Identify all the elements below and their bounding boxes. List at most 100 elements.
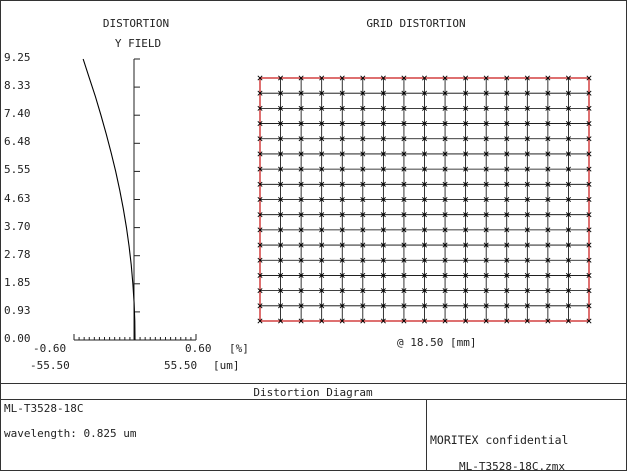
grid-intersection-marker bbox=[278, 303, 284, 309]
grid-intersection-marker bbox=[483, 75, 489, 81]
grid-intersection-marker bbox=[380, 166, 386, 172]
y-axis-ticks bbox=[134, 58, 140, 341]
grid-intersection-marker bbox=[504, 257, 510, 263]
grid-intersection-marker bbox=[545, 121, 551, 127]
y-tick-label: 4.63 bbox=[4, 191, 31, 205]
grid-intersection-marker bbox=[524, 90, 530, 96]
grid-intersection-marker bbox=[278, 318, 284, 324]
grid-intersection-marker bbox=[504, 227, 510, 233]
grid-intersection-marker bbox=[545, 105, 551, 111]
grid-intersection-marker bbox=[421, 257, 428, 263]
grid-intersection-marker bbox=[586, 227, 592, 233]
grid-intersection-marker bbox=[504, 288, 510, 294]
grid-intersection-marker bbox=[442, 212, 448, 218]
grid-intersection-marker bbox=[339, 242, 345, 248]
distortion-curve bbox=[82, 58, 136, 341]
grid-intersection-marker bbox=[545, 318, 551, 324]
grid-intersection-marker bbox=[278, 227, 284, 233]
grid-intersection-marker bbox=[565, 257, 571, 263]
lens-name: ML-T3528-18C bbox=[4, 402, 84, 415]
grid-intersection-marker bbox=[319, 136, 325, 142]
grid-intersection-marker bbox=[483, 136, 489, 142]
grid-intersection-marker bbox=[524, 272, 530, 278]
grid-intersection-marker bbox=[545, 196, 551, 203]
y-tick-label: 0.00 bbox=[4, 332, 31, 345]
grid-intersection-marker bbox=[257, 272, 263, 278]
grid-intersection-marker bbox=[524, 136, 530, 142]
grid-intersection-marker bbox=[565, 121, 571, 127]
grid-intersection-marker bbox=[360, 105, 366, 111]
grid-intersection-marker bbox=[401, 136, 407, 142]
grid-intersection-marker bbox=[319, 166, 325, 172]
grid-intersection-marker bbox=[463, 227, 469, 233]
grid-intersection-marker bbox=[463, 272, 469, 278]
grid-intersection-marker bbox=[257, 166, 263, 172]
grid-intersection-marker bbox=[586, 242, 592, 248]
grid-intersection-marker bbox=[298, 212, 304, 218]
grid-intersection-marker bbox=[401, 272, 407, 278]
grid-intersection-marker bbox=[504, 303, 510, 309]
grid-intersection-marker bbox=[545, 257, 551, 263]
y-tick-label: 1.85 bbox=[4, 275, 31, 289]
grid-intersection-marker bbox=[257, 318, 263, 324]
grid-intersection-marker bbox=[319, 121, 325, 127]
grid-intersection-marker bbox=[565, 212, 571, 218]
grid-intersection-marker bbox=[504, 212, 510, 218]
grid-intersection-marker bbox=[298, 166, 304, 172]
grid-intersection-marker bbox=[257, 121, 263, 127]
grid-intersection-marker bbox=[586, 288, 592, 294]
grid-intersection-marker bbox=[524, 181, 530, 187]
grid-intersection-marker bbox=[380, 75, 386, 81]
grid-intersection-marker bbox=[524, 75, 530, 81]
grid-intersection-marker bbox=[483, 105, 489, 111]
grid-intersection-marker bbox=[339, 105, 345, 111]
grid-intersection-marker bbox=[442, 105, 448, 111]
grid-intersection-marker bbox=[463, 151, 469, 157]
grid-intersection-marker bbox=[524, 196, 530, 203]
grid-intersection-marker bbox=[483, 227, 489, 233]
grid-intersection-marker bbox=[463, 105, 469, 111]
grid-intersection-marker bbox=[565, 227, 571, 233]
grid-intersection-marker bbox=[257, 105, 263, 111]
grid-intersection-marker bbox=[380, 288, 386, 294]
grid-intersection-marker bbox=[401, 242, 407, 248]
grid-intersection-marker bbox=[319, 227, 325, 233]
grid-intersection-marker bbox=[421, 136, 428, 142]
grid-intersection-marker bbox=[298, 227, 304, 233]
grid-intersection-marker bbox=[504, 318, 510, 324]
grid-intersection-marker bbox=[298, 272, 304, 278]
grid-intersection-marker bbox=[545, 151, 551, 157]
grid-intersection-marker bbox=[339, 257, 345, 263]
y-tick-label: 0.93 bbox=[4, 303, 31, 317]
grid-intersection-marker bbox=[504, 166, 510, 172]
grid-distortion-title: GRID DISTORTION bbox=[366, 17, 466, 30]
grid-intersection-marker bbox=[380, 212, 386, 218]
grid-intersection-marker bbox=[586, 151, 592, 157]
grid-intersection-marker bbox=[565, 196, 571, 203]
grid-intersection-marker bbox=[421, 303, 428, 309]
x-tick-min-percent: -0.60 bbox=[33, 342, 67, 355]
grid-intersection-marker bbox=[298, 121, 304, 127]
grid-intersection-marker bbox=[278, 75, 284, 81]
grid-field-label: @ 18.50 [mm] bbox=[397, 336, 477, 349]
grid-intersection-marker bbox=[257, 303, 263, 309]
grid-intersection-marker bbox=[257, 90, 263, 96]
grid-intersection-marker bbox=[483, 90, 489, 96]
grid-intersection-marker bbox=[463, 318, 469, 324]
grid-intersection-marker bbox=[586, 272, 592, 278]
grid-intersection-marker bbox=[442, 242, 448, 248]
grid-intersection-marker bbox=[380, 151, 386, 157]
grid-intersection-marker bbox=[421, 227, 428, 233]
grid-intersection-marker bbox=[401, 212, 407, 218]
grid-intersection-marker bbox=[319, 257, 325, 263]
grid-intersection-marker bbox=[504, 242, 510, 248]
grid-intersection-marker bbox=[524, 257, 530, 263]
grid-intersection-marker bbox=[463, 136, 469, 142]
grid-intersection-marker bbox=[257, 242, 263, 248]
grid-intersection-marker bbox=[565, 272, 571, 278]
file-name: ML-T3528-18C.zmx bbox=[459, 460, 565, 473]
grid-intersection-marker bbox=[401, 121, 407, 127]
grid-intersection-marker bbox=[278, 272, 284, 278]
grid-intersection-marker bbox=[278, 288, 284, 294]
grid-intersection-marker bbox=[421, 75, 428, 81]
